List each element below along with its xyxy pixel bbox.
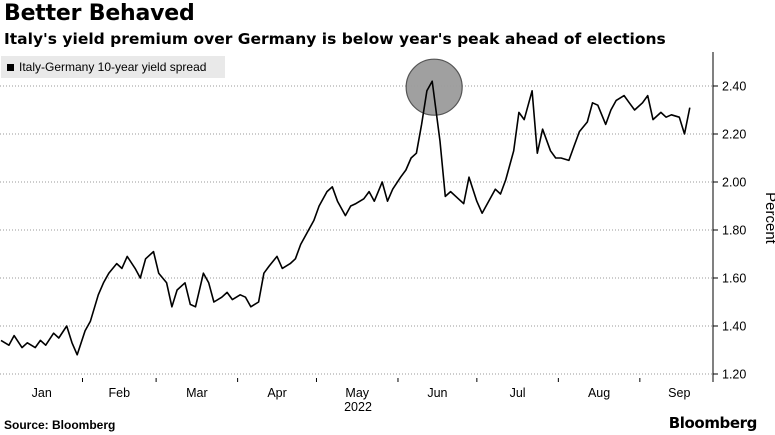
y-tick-label: 1.60 <box>722 272 746 286</box>
x-tick-label: Mar <box>186 386 208 400</box>
x-tick-label: Jul <box>510 386 526 400</box>
y-tick-label: 1.20 <box>722 368 746 382</box>
brand-logo: Bloomberg <box>668 414 758 432</box>
y-tick-label: 2.20 <box>722 128 746 142</box>
legend-label: Italy-Germany 10-year yield spread <box>19 60 207 74</box>
x-axis-ticks: Jan Feb Mar Apr May Jun Jul Aug Sep <box>32 378 690 400</box>
x-tick-label: Aug <box>588 386 610 400</box>
chart-legend: Italy-Germany 10-year yield spread <box>1 56 225 78</box>
y-tick-label: 1.40 <box>722 320 746 334</box>
legend-swatch <box>7 63 14 71</box>
y-axis-label: Percent <box>762 192 775 245</box>
chart-annotations <box>405 58 463 116</box>
highlight-circle <box>405 58 463 116</box>
x-tick-label: Apr <box>267 386 286 400</box>
x-tick-label: May <box>345 386 369 400</box>
x-tick-label: Jun <box>427 386 447 400</box>
source-note: Source: Bloomberg <box>4 418 116 432</box>
chart-subtitle: Italy's yield premium over Germany is be… <box>4 30 666 48</box>
chart-title: Better Behaved <box>4 1 195 26</box>
y-tick-label: 2.00 <box>722 176 746 190</box>
y-tick-label: 2.40 <box>722 80 746 94</box>
x-tick-label: Feb <box>109 386 131 400</box>
y-tick-label: 1.80 <box>722 224 746 238</box>
x-tick-label: Sep <box>668 386 690 400</box>
gridlines <box>0 85 713 375</box>
chart-series <box>0 80 691 356</box>
series-line <box>0 80 691 356</box>
y-axis-ticks: 1.20 1.40 1.60 1.80 2.00 2.20 2.40 <box>713 80 746 382</box>
x-axis-year-label: 2022 <box>344 400 372 414</box>
x-tick-label: Jan <box>32 386 52 400</box>
